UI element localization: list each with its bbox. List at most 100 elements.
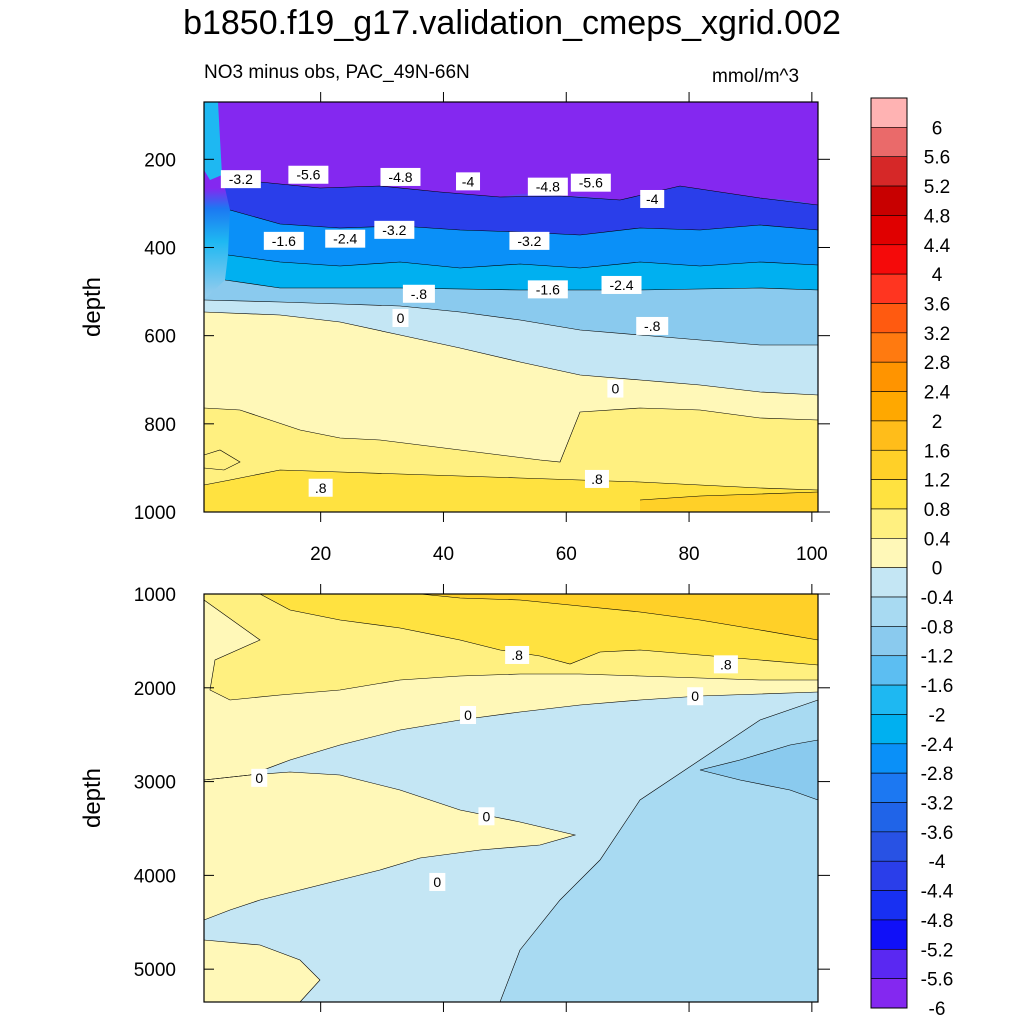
colorbar-swatch xyxy=(870,567,908,598)
colorbar-swatch xyxy=(870,97,908,128)
contour-label-box xyxy=(527,280,568,299)
colorbar-swatch xyxy=(870,978,908,1009)
upper-frame xyxy=(203,101,819,513)
colorbar-label: 4.8 xyxy=(924,206,950,227)
contour-label: -3.2 xyxy=(382,222,406,238)
colorbar-swatch xyxy=(870,391,908,422)
colorbar-label: -2.8 xyxy=(921,764,954,785)
colorbar-swatch xyxy=(870,743,908,774)
contour-label-box xyxy=(505,645,530,664)
axes-group: 200 400 600 800 1000 20 40 60 80 100 depth 1000 2000… xyxy=(79,92,830,1012)
contour-label-box xyxy=(640,189,665,208)
contour-label: -5.6 xyxy=(296,167,320,183)
colorbar-swatch xyxy=(870,420,908,451)
contour-label-box xyxy=(687,687,704,706)
lower-blue-patch xyxy=(700,740,818,800)
contour-label: 0 xyxy=(611,381,619,397)
contour-label: -5.6 xyxy=(579,175,603,191)
colorbar-label: -2.4 xyxy=(921,735,954,756)
colorbar-swatch xyxy=(870,449,908,480)
x-tick-label: 80 xyxy=(678,544,699,565)
orange-strip xyxy=(640,492,818,512)
colorbar-label: 2 xyxy=(932,412,943,433)
colorbar-label: 3.6 xyxy=(924,294,950,315)
yellow-region xyxy=(204,408,818,490)
contour-label: .8 xyxy=(315,480,327,496)
colorbar-label: 3.2 xyxy=(924,324,950,345)
colorbar-swatch xyxy=(870,215,908,246)
colorbar-swatch xyxy=(870,332,908,363)
colorbar-label: 6 xyxy=(932,118,943,139)
contour-label: 0 xyxy=(483,808,491,824)
upper-contour-lines xyxy=(203,174,819,501)
contour-label: 0 xyxy=(691,688,699,704)
pale-yellow-region xyxy=(204,312,818,462)
contour-label-box xyxy=(325,229,366,248)
colorbar-swatch xyxy=(870,303,908,334)
colorbar-swatch xyxy=(870,655,908,686)
contour-label: -3.2 xyxy=(517,233,541,249)
y-tick-label: 600 xyxy=(144,327,176,348)
colorbar-label: -0.8 xyxy=(921,617,954,638)
contour-label-box xyxy=(380,167,421,186)
colorbar-label: 5.6 xyxy=(924,148,950,169)
colorbar-swatch xyxy=(870,156,908,187)
colorbar-swatch xyxy=(870,479,908,510)
plot-subtitle: NO3 minus obs, PAC_49N-66N xyxy=(204,62,470,83)
contour-label-box xyxy=(601,275,642,294)
colorbar-label: -0.4 xyxy=(921,588,954,609)
y-axis-title: depth xyxy=(79,277,106,337)
faint-blue-band xyxy=(204,300,818,395)
contour-label-box xyxy=(456,172,481,191)
contour-label-box xyxy=(509,231,550,250)
x-tick-label: 100 xyxy=(796,544,828,565)
colorbar-swatch xyxy=(870,361,908,392)
contour-label-box xyxy=(584,469,609,488)
colorbar-label: -4.8 xyxy=(921,911,954,932)
colorbar-swatch xyxy=(870,714,908,745)
y-tick-label: 1000 xyxy=(134,503,176,524)
contour-label-box xyxy=(713,655,738,674)
lower-contour-lines xyxy=(203,593,819,1003)
deep-blue-band xyxy=(222,175,818,235)
colorbar-swatch xyxy=(870,508,908,539)
colorbar-label: -2 xyxy=(929,705,946,726)
colorbar-swatch xyxy=(870,919,908,950)
contour-label: -.8 xyxy=(644,318,661,334)
colorbar-swatch xyxy=(870,244,908,275)
contour-label: 0 xyxy=(255,770,263,786)
colorbar-swatch xyxy=(870,185,908,216)
contour-label-box xyxy=(308,478,333,497)
contour-label: .8 xyxy=(720,656,732,672)
lower-yellow-tongue xyxy=(204,772,575,920)
contour-label: -4 xyxy=(646,191,659,207)
colorbar-swatch xyxy=(870,831,908,862)
y-tick-label: 4000 xyxy=(134,866,176,887)
contour-label: .8 xyxy=(511,647,523,663)
contour-label-box xyxy=(607,379,624,398)
contour-label: -4.8 xyxy=(388,169,412,185)
contour-label-box xyxy=(429,872,446,891)
contour-label-box xyxy=(251,768,268,787)
colorbar-label: 4 xyxy=(932,265,943,286)
colorbar-label: -6 xyxy=(929,999,946,1020)
contour-label-box xyxy=(288,165,329,184)
y-tick-label: 2000 xyxy=(134,679,176,700)
contour-label-box xyxy=(527,177,568,196)
contour-label: -2.4 xyxy=(333,231,357,247)
colorbar-swatch xyxy=(870,538,908,568)
contour-label: 0 xyxy=(433,874,441,890)
lower-yellow-bottom xyxy=(204,940,320,1002)
colorbar-swatch xyxy=(870,890,908,921)
contour-label-box xyxy=(374,220,415,239)
y-tick-label: 800 xyxy=(144,415,176,436)
y-tick-label: 3000 xyxy=(134,773,176,794)
contour-label-box xyxy=(220,170,261,189)
contour-label: 0 xyxy=(464,707,472,723)
colorbar-swatch xyxy=(870,948,908,979)
colorbar-label: -5.6 xyxy=(921,970,954,991)
light-blue-band xyxy=(225,255,818,294)
colorbar-label: -3.2 xyxy=(921,794,954,815)
colorbar-swatch xyxy=(870,684,908,715)
colorbar-label: -4.4 xyxy=(921,882,954,903)
